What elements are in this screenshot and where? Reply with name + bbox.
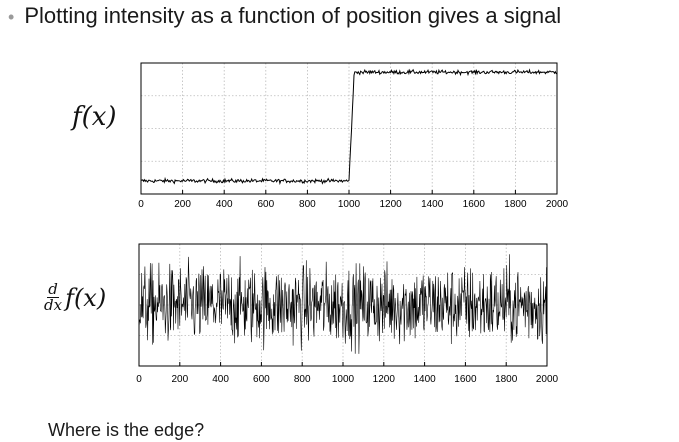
signal-line [140, 68, 557, 186]
step-signal-plot: 0 200 400 600 800 1000 1200 1400 1600 1800 2000 [138, 62, 569, 210]
x-tick-label: 800 [299, 199, 316, 210]
x-tick-label: 200 [174, 199, 191, 210]
bullet-marker: • [8, 7, 15, 27]
x-tick-label: 1200 [373, 374, 396, 385]
x-tick-label: 200 [171, 374, 188, 385]
x-tick-label: 0 [136, 374, 142, 385]
f-x-text: f(x) [65, 283, 107, 312]
bullet-point: • Plotting intensity as a function of po… [8, 3, 561, 29]
x-tick-label: 2000 [546, 199, 569, 210]
x-tick-label: 1600 [463, 199, 486, 210]
derivative-plot: 0 200 400 600 800 1000 1200 1400 1600 1800 2000 [136, 243, 559, 385]
bullet-text: Plotting intensity as a function of posi… [24, 3, 562, 28]
x-tick-label: 400 [216, 199, 233, 210]
fraction: d dx [44, 282, 62, 313]
x-tick-label: 1000 [332, 374, 355, 385]
signal-line [138, 254, 548, 354]
x-tick-label: 1200 [379, 199, 402, 210]
question-text: Where is the edge? [48, 420, 205, 440]
x-tick-label: 800 [294, 374, 311, 385]
f-x-label: f(x) [72, 102, 117, 132]
x-tick-label: 1800 [495, 374, 518, 385]
x-tick-label: 1000 [338, 199, 361, 210]
x-tick-label: 0 [138, 199, 144, 210]
fraction-numerator: d [47, 280, 59, 298]
x-tick-label: 400 [212, 374, 229, 385]
x-tick-label: 1400 [413, 374, 436, 385]
x-tick-label: 1600 [454, 374, 477, 385]
x-tick-label: 600 [253, 374, 270, 385]
x-tick-label: 600 [257, 199, 274, 210]
x-tick-label: 1800 [504, 199, 527, 210]
derivative-label: d dx f(x) [44, 282, 106, 313]
x-tick-label: 2000 [536, 374, 559, 385]
x-tick-label: 1400 [421, 199, 444, 210]
fraction-denominator: dx [44, 296, 63, 314]
